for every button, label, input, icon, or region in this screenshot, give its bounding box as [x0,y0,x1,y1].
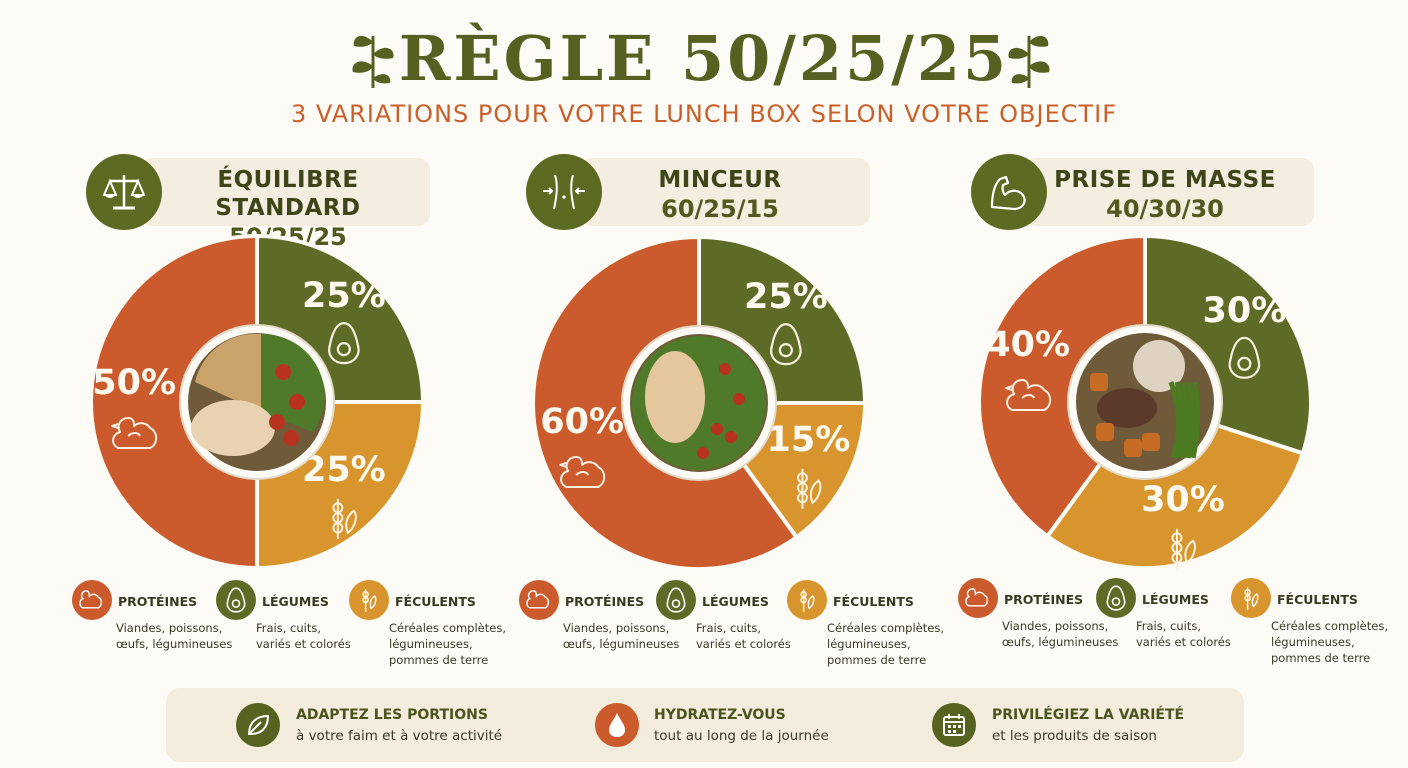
food-bowl-image [188,333,326,471]
slice-label: 60% [540,402,624,442]
variant-title: MINCEUR 60/25/15 [606,166,834,224]
legend-description: Frais, cuits, variés et colorés [696,621,791,651]
tip-title: ADAPTEZ LES PORTIONS [296,707,488,723]
legend-label: LÉGUMES [262,594,329,609]
slice-label: 15% [767,420,851,460]
wheat-icon [1231,578,1271,618]
slice-label: 40% [986,325,1070,365]
avocado-icon [216,580,256,620]
tip-desc: tout au long de la journée [654,728,829,744]
variant-name: ÉQUILIBRE STANDARD [215,167,361,221]
variant-header [1024,158,1314,226]
legend-description: Frais, cuits, variés et colorés [256,621,351,651]
legend-description: Viandes, poissons, œufs, légumineuses [1002,619,1119,649]
legend-description: Céréales complètes, légumineuses, pommes d… [827,621,944,667]
chicken-icon [958,578,998,618]
leaf-icon [1008,35,1050,88]
legend-label: FÉCULENTS [833,594,914,609]
slice-label: 25% [744,277,828,317]
variant-title: PRISE DE MASSE 40/30/30 [1046,166,1284,224]
calendar-icon [932,703,976,747]
tip-title: HYDRATEZ-VOUS [654,707,786,723]
tips-bar [166,688,1244,762]
variant-title: ÉQUILIBRE STANDARD 50/25/25 [160,166,416,252]
leaf-icon [236,703,280,747]
waist-icon [526,154,602,230]
variant-ratio: 60/25/15 [661,195,779,223]
food-bowl-image [630,334,768,472]
avocado-icon [656,580,696,620]
food-bowl-image [1076,333,1214,471]
page-title: RÈGLE 50/25/25 [398,22,1010,95]
legend-label: PROTÉINES [118,594,198,609]
legend-description: Viandes, poissons, œufs, légumineuses [563,621,680,651]
wheat-icon [787,580,827,620]
tip-desc: et les produits de saison [992,728,1157,744]
variant-name: MINCEUR [658,167,782,193]
pie-chart: 30% 30% 40% [977,233,1314,571]
legend-label: LÉGUMES [702,594,769,609]
page-subtitle: 3 VARIATIONS POUR VOTRE LUNCH BOX SELON … [290,100,1118,128]
legend-label: PROTÉINES [565,594,645,609]
legend-description: Céréales complètes, légumineuses, pommes d… [389,621,506,667]
variant-header [140,158,430,226]
slice-label: 30% [1202,291,1286,331]
legend-label: LÉGUMES [1142,592,1209,607]
legend-label: FÉCULENTS [395,594,476,609]
slice-label: 30% [1141,480,1225,520]
tip-desc: à votre faim et à votre activité [296,728,503,744]
water-drop-icon [595,703,639,747]
variant-ratio: 40/30/30 [1106,195,1224,223]
pie-slice-proteins [89,233,259,571]
pie-chart: 25% 25% 50% [89,233,426,571]
avocado-icon [1096,578,1136,618]
scale-icon [86,154,162,230]
variant-name: PRISE DE MASSE [1054,167,1276,193]
wheat-icon [349,580,389,620]
slice-label: 25% [302,276,386,316]
pie-chart: 25% 15% 60% [531,234,868,571]
slice-label: 50% [92,363,176,403]
legend-description: Viandes, poissons, œufs, légumineuses [116,621,233,651]
pie-slice-proteins [977,233,1147,540]
slice-label: 25% [302,450,386,490]
pie-slice-starches [1044,399,1306,571]
chicken-icon [519,580,559,620]
leaf-icon [352,35,394,88]
muscle-arm-icon [971,154,1047,230]
variant-header [580,158,870,226]
legend-label: FÉCULENTS [1277,592,1358,607]
legend-description: Frais, cuits, variés et colorés [1136,619,1231,649]
legend-label: PROTÉINES [1004,592,1084,607]
tip-title: PRIVILÉGIEZ LA VARIÉTÉ [992,707,1185,723]
chicken-icon [72,580,112,620]
legend-description: Céréales complètes, légumineuses, pommes d… [1271,619,1388,665]
